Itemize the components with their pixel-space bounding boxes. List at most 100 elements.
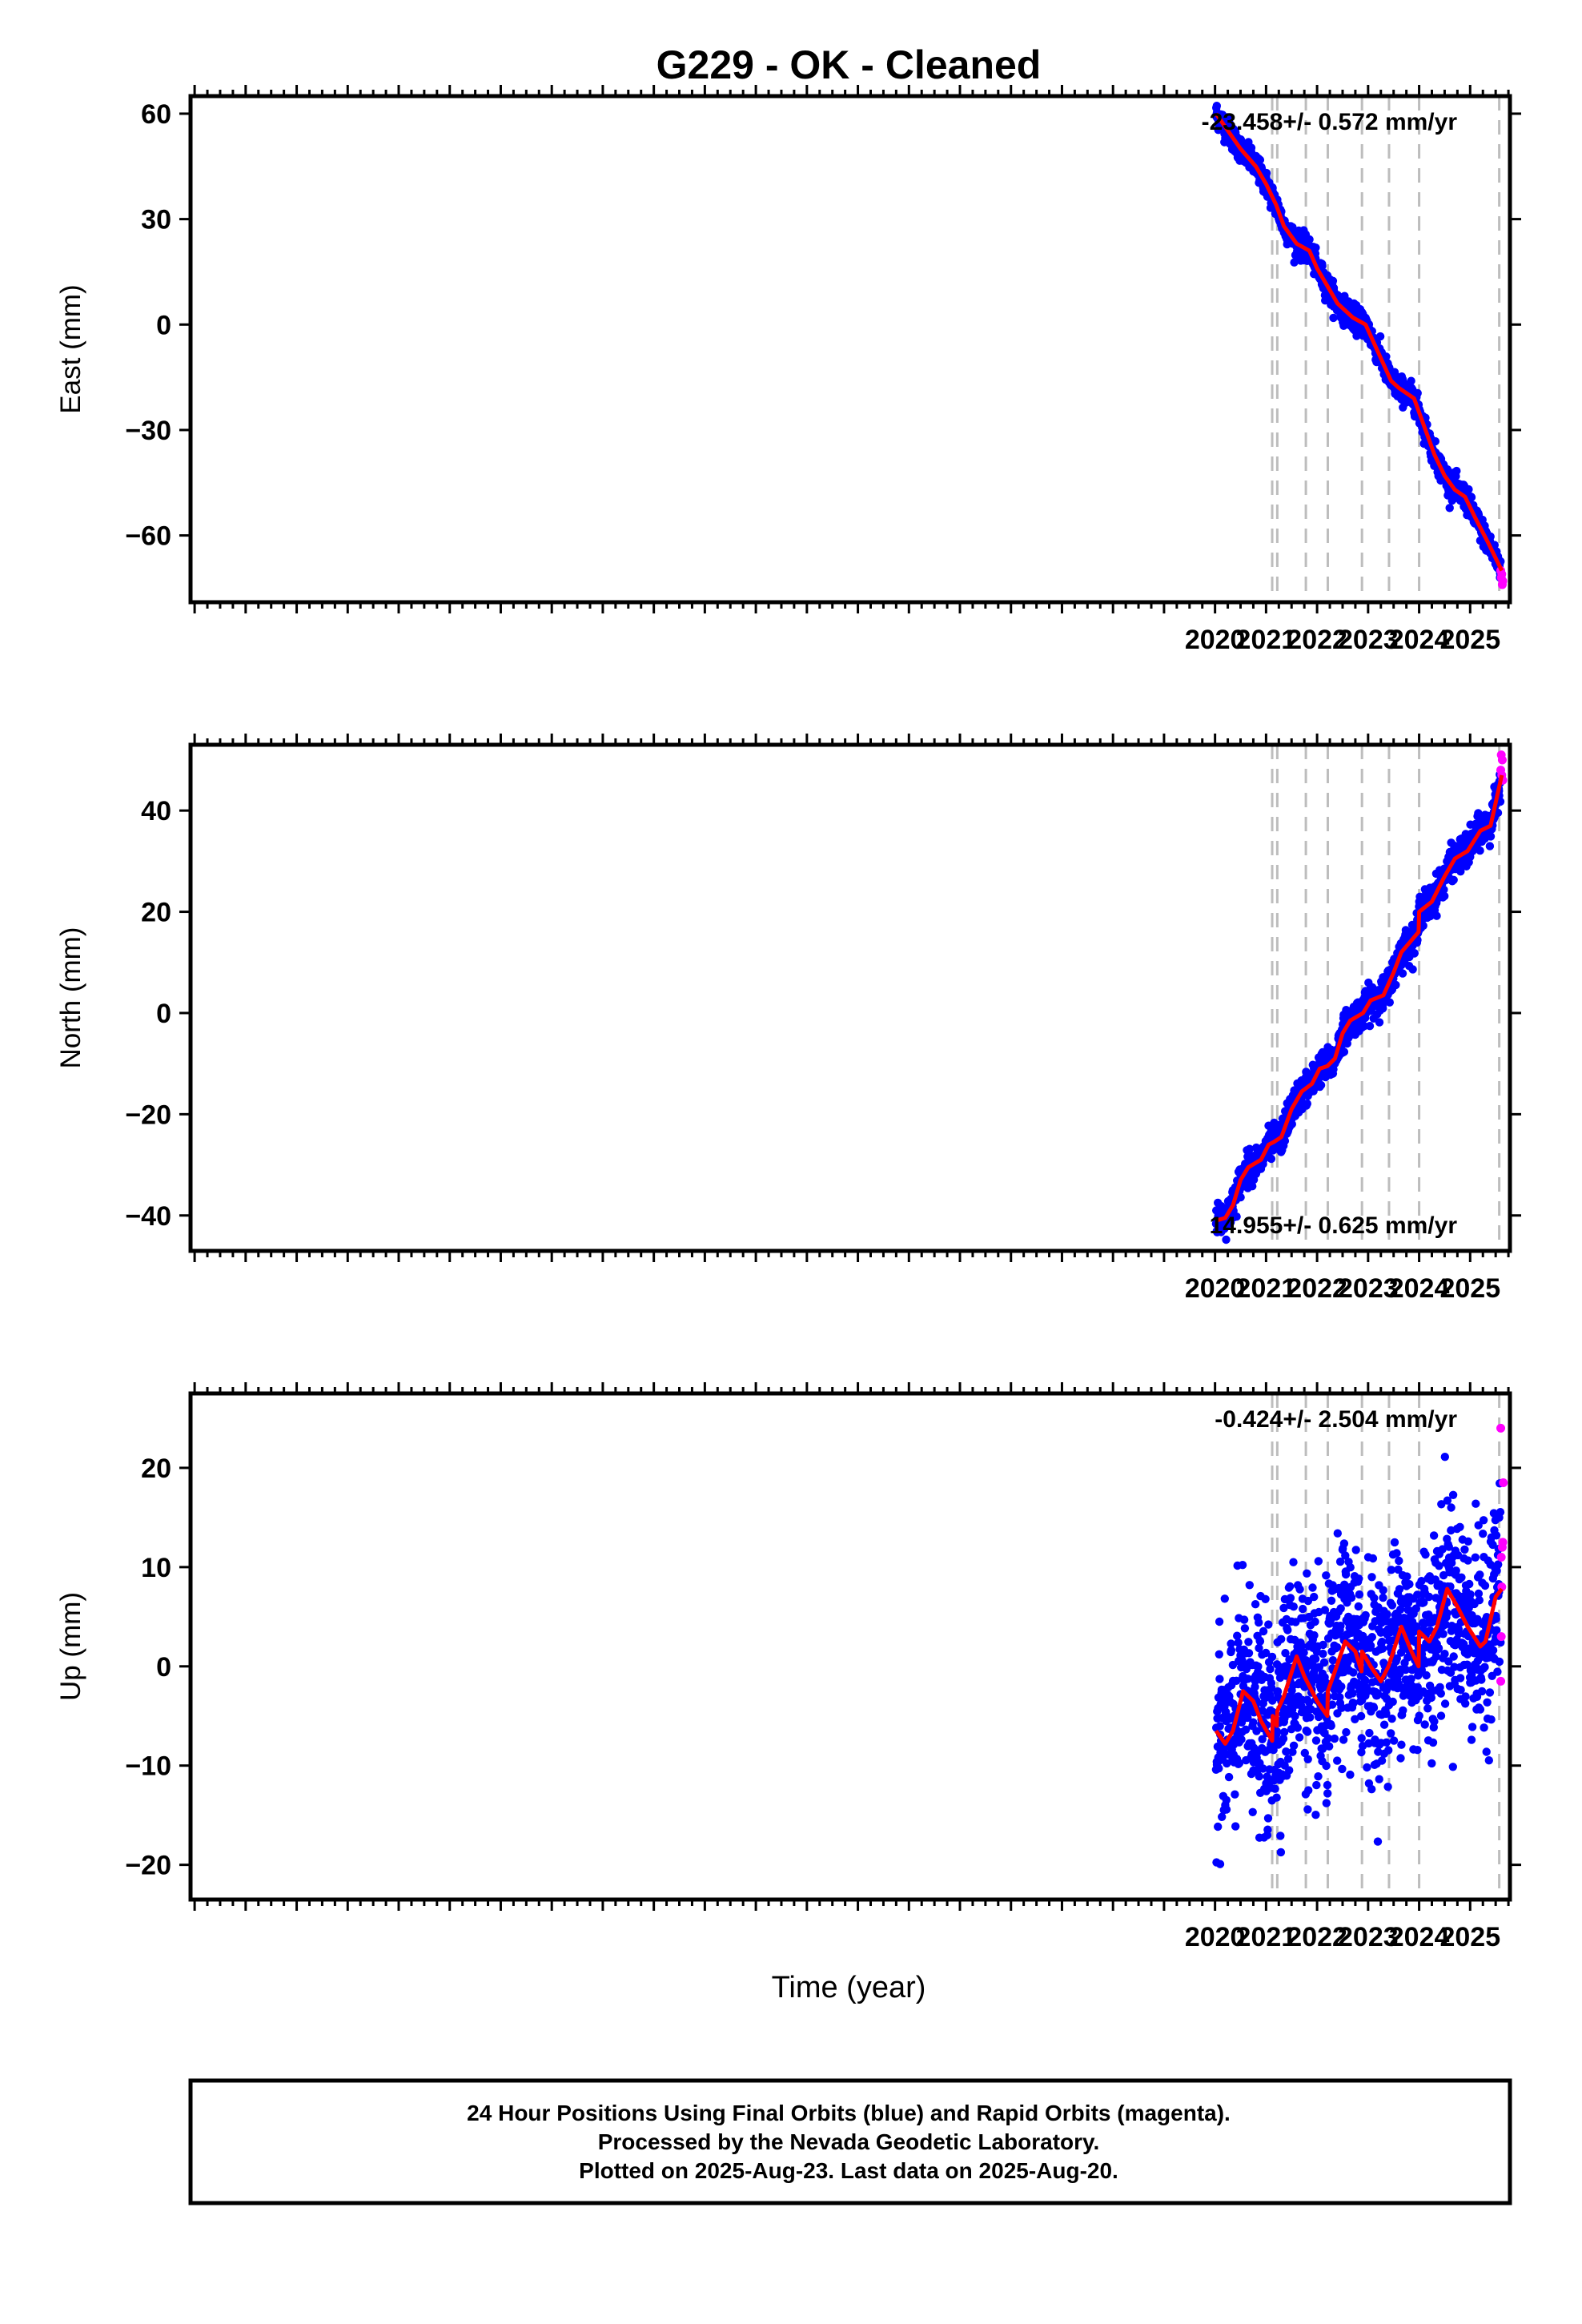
data-point (1215, 1722, 1224, 1731)
data-point (1295, 1585, 1304, 1594)
data-point (1454, 1629, 1464, 1638)
model-line (1214, 112, 1504, 572)
data-point (1259, 1626, 1268, 1636)
data-point (1403, 1572, 1411, 1581)
data-point (1310, 1592, 1319, 1602)
y-tick-label: −20 (125, 1851, 171, 1881)
data-point (1430, 1717, 1439, 1726)
data-point (1341, 1570, 1351, 1579)
data-point (1328, 276, 1338, 285)
data-point (1249, 1718, 1258, 1727)
data-point (1410, 949, 1419, 958)
data-point (1496, 1508, 1505, 1517)
x-tick-label: 2023 (1338, 1922, 1399, 1952)
data-point (1391, 980, 1400, 990)
data-point (1396, 1754, 1405, 1763)
data-point (1480, 1723, 1488, 1732)
data-point (1467, 493, 1476, 502)
data-point (1485, 842, 1495, 850)
data-point (1475, 1596, 1484, 1605)
data-point (1224, 1772, 1234, 1782)
data-point (1255, 155, 1265, 164)
data-point (1325, 1742, 1334, 1751)
data-point (1276, 1848, 1286, 1857)
data-point (1267, 1683, 1276, 1692)
data-point (1354, 1602, 1363, 1611)
data-point (1432, 911, 1441, 920)
data-point (1328, 1656, 1338, 1665)
data-point (1279, 1603, 1288, 1613)
data-point (1431, 436, 1440, 446)
data-point (1362, 1683, 1371, 1692)
data-point (1272, 1727, 1282, 1736)
data-point (1477, 1687, 1487, 1696)
data-point (1460, 1545, 1469, 1554)
data-point (1413, 1683, 1422, 1691)
data-point (1291, 1711, 1299, 1721)
data-point (1477, 1675, 1486, 1684)
data-point (1437, 1500, 1446, 1509)
data-point (1415, 1711, 1423, 1720)
data-point (1466, 1590, 1475, 1599)
data-point (1368, 1554, 1378, 1563)
x-tick-label: 2023 (1338, 625, 1399, 655)
data-point (1464, 1537, 1473, 1546)
y-tick-label: −20 (125, 1100, 171, 1130)
y-tick-label: −60 (125, 521, 171, 552)
footer-line-2: Processed by the Nevada Geodetic Laborat… (598, 2129, 1100, 2154)
data-point (1297, 1642, 1307, 1651)
data-point (1440, 891, 1449, 901)
data-point (1263, 1825, 1272, 1834)
data-point (1365, 1728, 1374, 1738)
data-point (1266, 1664, 1275, 1674)
x-tick-label: 2024 (1389, 625, 1450, 655)
data-point (1365, 1022, 1375, 1031)
data-point (1447, 1503, 1456, 1512)
data-point (1255, 1643, 1263, 1653)
data-point (1236, 1192, 1245, 1202)
data-point (1306, 1713, 1315, 1722)
y-tick-label: −40 (125, 1201, 171, 1232)
data-point (1488, 1646, 1498, 1655)
data-point (1456, 1674, 1465, 1683)
data-point (1320, 1606, 1330, 1614)
data-point (1319, 1640, 1327, 1650)
y-tick-label: 20 (141, 1454, 171, 1484)
data-point (1445, 504, 1454, 513)
rapid-point (1496, 1676, 1506, 1686)
data-point (1337, 1703, 1347, 1712)
data-point (1240, 1624, 1250, 1633)
data-point (1241, 1725, 1251, 1734)
data-point (1244, 1649, 1254, 1658)
data-point (1443, 1609, 1452, 1618)
data-point (1285, 1582, 1295, 1591)
data-point (1248, 1807, 1257, 1816)
data-point (1472, 1499, 1480, 1508)
x-tick-label: 2020 (1185, 1922, 1246, 1952)
data-point (1293, 1723, 1303, 1732)
data-point (1440, 1453, 1450, 1462)
data-point (1336, 1622, 1345, 1630)
x-tick-label: 2020 (1185, 625, 1246, 655)
data-point (1493, 1667, 1502, 1676)
data-point (1479, 1516, 1488, 1525)
data-point (1474, 809, 1483, 818)
plot-frame (188, 94, 1512, 605)
data-point (1457, 1573, 1466, 1582)
y-tick-label: 0 (156, 999, 171, 1029)
data-point (1448, 1490, 1458, 1500)
data-point (1492, 1626, 1501, 1634)
data-point (1327, 1721, 1335, 1731)
data-point (1428, 1738, 1438, 1747)
x-tick-label: 2022 (1287, 1273, 1347, 1304)
data-point (1359, 1631, 1367, 1641)
data-point (1336, 1604, 1345, 1613)
data-point (1295, 1733, 1304, 1742)
data-point (1440, 1699, 1450, 1708)
data-point (1231, 1822, 1240, 1831)
x-tick-label: 2023 (1338, 1273, 1399, 1304)
data-point (1373, 1689, 1383, 1698)
plot-frame (188, 1391, 1512, 1902)
